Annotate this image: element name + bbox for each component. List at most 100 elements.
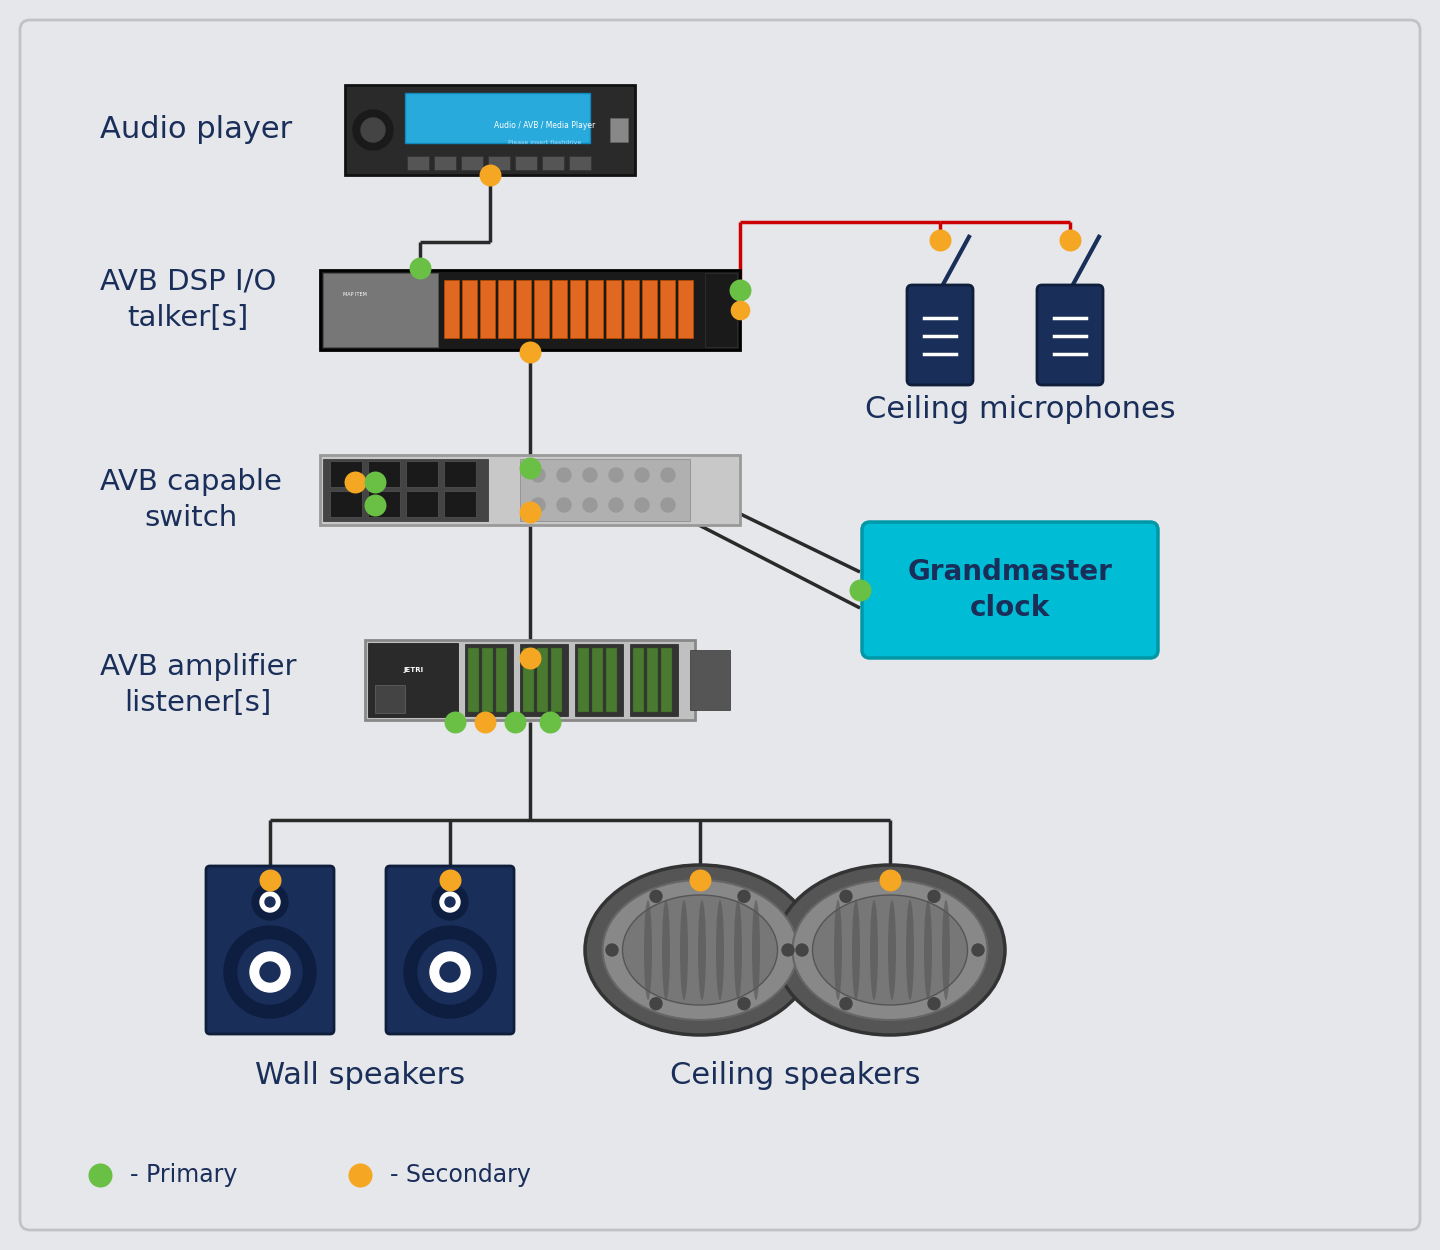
Point [478, 165, 501, 185]
Circle shape [441, 892, 459, 912]
Circle shape [432, 884, 468, 920]
Circle shape [238, 940, 302, 1004]
Point [539, 712, 562, 732]
Circle shape [531, 498, 544, 512]
Circle shape [927, 890, 940, 902]
Point [409, 258, 432, 278]
Circle shape [225, 926, 315, 1018]
Circle shape [635, 468, 649, 482]
Circle shape [251, 952, 289, 992]
Text: Ceiling microphones: Ceiling microphones [864, 395, 1175, 425]
Ellipse shape [775, 865, 1005, 1035]
FancyBboxPatch shape [444, 491, 477, 518]
Circle shape [609, 468, 624, 482]
Ellipse shape [680, 900, 688, 1000]
FancyBboxPatch shape [606, 648, 616, 712]
Circle shape [972, 944, 984, 956]
Circle shape [840, 890, 852, 902]
FancyBboxPatch shape [369, 491, 400, 518]
FancyBboxPatch shape [323, 459, 488, 521]
FancyBboxPatch shape [462, 280, 477, 338]
FancyBboxPatch shape [369, 642, 458, 717]
FancyBboxPatch shape [330, 491, 361, 518]
Circle shape [782, 944, 793, 956]
FancyBboxPatch shape [577, 648, 589, 712]
FancyBboxPatch shape [516, 156, 537, 170]
Point [348, 1165, 372, 1185]
Text: Ceiling speakers: Ceiling speakers [670, 1060, 920, 1090]
Ellipse shape [716, 900, 724, 1000]
FancyBboxPatch shape [647, 648, 658, 712]
Text: AVB DSP I/O
talker[s]: AVB DSP I/O talker[s] [99, 268, 276, 332]
Ellipse shape [792, 880, 988, 1020]
FancyBboxPatch shape [606, 280, 621, 338]
Circle shape [840, 998, 852, 1010]
FancyBboxPatch shape [863, 522, 1158, 658]
Ellipse shape [812, 895, 968, 1005]
FancyBboxPatch shape [541, 156, 564, 170]
Ellipse shape [734, 900, 742, 1000]
Circle shape [583, 498, 598, 512]
Text: MAP ITEM: MAP ITEM [343, 292, 367, 297]
Circle shape [583, 468, 598, 482]
Text: Grandmaster
clock: Grandmaster clock [907, 558, 1113, 622]
FancyBboxPatch shape [634, 648, 644, 712]
Text: AVB amplifier
listener[s]: AVB amplifier listener[s] [99, 652, 297, 717]
Point [363, 472, 386, 492]
Point [363, 495, 386, 515]
Circle shape [927, 998, 940, 1010]
FancyBboxPatch shape [706, 272, 737, 348]
Ellipse shape [870, 900, 878, 1000]
FancyBboxPatch shape [520, 459, 690, 521]
Circle shape [261, 962, 279, 982]
Text: - Primary: - Primary [130, 1162, 238, 1187]
Point [474, 712, 497, 732]
Ellipse shape [752, 900, 760, 1000]
FancyBboxPatch shape [320, 270, 740, 350]
FancyBboxPatch shape [624, 280, 639, 338]
FancyBboxPatch shape [520, 644, 567, 716]
FancyBboxPatch shape [369, 461, 400, 488]
Circle shape [649, 890, 662, 902]
FancyBboxPatch shape [461, 156, 482, 170]
Text: Please insert flashdrive: Please insert flashdrive [508, 140, 582, 145]
FancyBboxPatch shape [575, 644, 624, 716]
FancyBboxPatch shape [661, 648, 672, 712]
Point [344, 472, 367, 492]
Circle shape [739, 998, 750, 1010]
Circle shape [445, 898, 455, 908]
FancyBboxPatch shape [907, 285, 973, 385]
FancyBboxPatch shape [444, 280, 459, 338]
FancyBboxPatch shape [465, 644, 513, 716]
Circle shape [661, 498, 675, 512]
Circle shape [649, 998, 662, 1010]
FancyBboxPatch shape [444, 461, 477, 488]
Text: Audio player: Audio player [99, 115, 292, 145]
FancyBboxPatch shape [488, 156, 510, 170]
FancyBboxPatch shape [20, 20, 1420, 1230]
Text: AVB capable
switch: AVB capable switch [99, 468, 282, 532]
Text: Wall speakers: Wall speakers [255, 1060, 465, 1090]
FancyBboxPatch shape [330, 461, 361, 488]
Circle shape [405, 926, 495, 1018]
Circle shape [261, 892, 279, 912]
FancyBboxPatch shape [408, 156, 429, 170]
Ellipse shape [585, 865, 815, 1035]
Ellipse shape [888, 900, 896, 1000]
Text: Audio / AVB / Media Player: Audio / AVB / Media Player [494, 121, 596, 130]
Circle shape [252, 884, 288, 920]
FancyBboxPatch shape [323, 272, 438, 348]
Point [518, 342, 541, 362]
Point [88, 1165, 111, 1185]
Point [438, 870, 461, 890]
FancyBboxPatch shape [480, 280, 495, 338]
FancyBboxPatch shape [405, 92, 590, 142]
FancyBboxPatch shape [690, 650, 730, 710]
FancyBboxPatch shape [523, 648, 534, 712]
Point [504, 712, 527, 732]
Circle shape [557, 468, 572, 482]
FancyBboxPatch shape [570, 280, 585, 338]
Ellipse shape [906, 900, 914, 1000]
FancyBboxPatch shape [406, 461, 438, 488]
Circle shape [418, 940, 482, 1004]
